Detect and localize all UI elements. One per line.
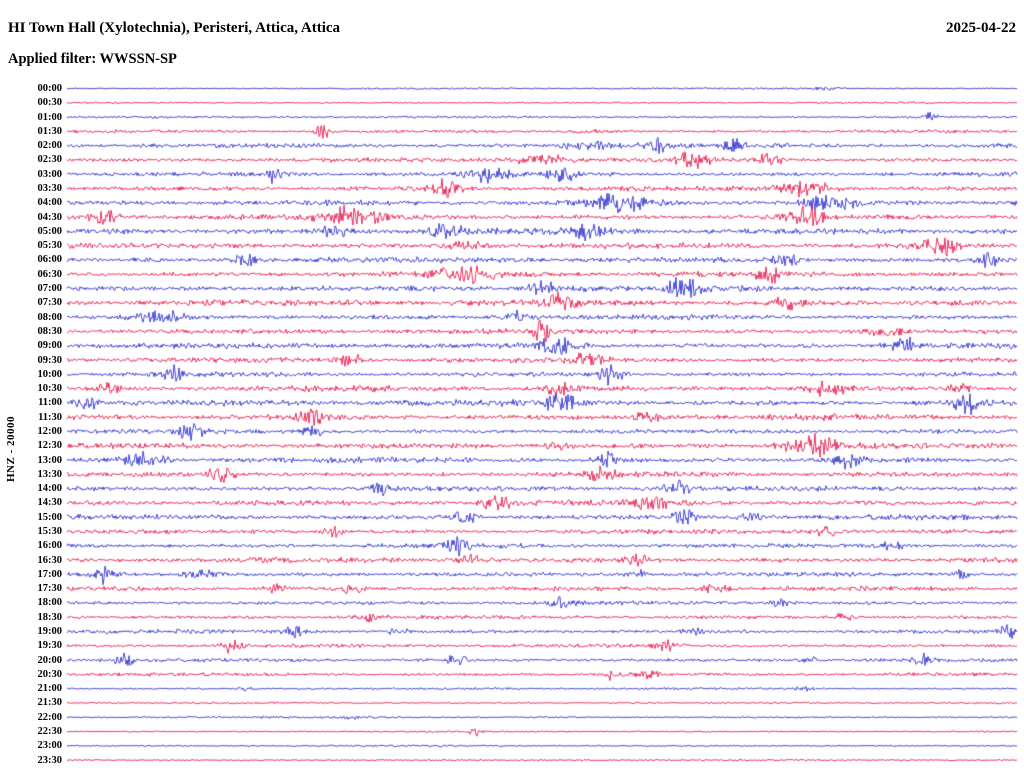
time-label: 02:30 xyxy=(37,154,63,166)
time-label: 11:30 xyxy=(38,411,62,423)
time-label: 22:00 xyxy=(37,711,63,723)
time-label: 17:00 xyxy=(37,568,63,580)
time-label: 13:30 xyxy=(37,468,63,480)
time-label: 03:30 xyxy=(37,183,63,195)
time-label: 04:30 xyxy=(37,211,63,223)
time-label: 15:30 xyxy=(37,525,63,537)
time-label: 09:00 xyxy=(37,340,63,352)
time-label: 21:30 xyxy=(37,697,63,709)
time-label: 08:00 xyxy=(37,311,63,323)
time-label: 01:00 xyxy=(37,111,63,123)
time-label: 08:30 xyxy=(37,325,63,337)
time-label: 05:30 xyxy=(37,240,63,252)
time-label: 10:30 xyxy=(37,383,63,395)
time-label: 07:00 xyxy=(37,283,63,295)
time-label: 13:00 xyxy=(37,454,63,466)
time-label: 06:30 xyxy=(37,268,63,280)
time-label: 20:00 xyxy=(37,654,63,666)
time-label: 19:00 xyxy=(37,626,63,638)
time-label: 18:00 xyxy=(37,597,63,609)
time-label-column: 00:00 00:30 01:00 01:30 02:00 02:30 03:00 03:30… xyxy=(0,0,64,780)
time-label: 16:30 xyxy=(37,554,63,566)
time-label: 12:30 xyxy=(37,440,63,452)
time-label: 23:00 xyxy=(37,740,63,752)
time-label: 14:30 xyxy=(37,497,63,509)
time-label: 02:00 xyxy=(37,140,63,152)
time-label: 00:00 xyxy=(37,83,63,94)
time-label: 01:30 xyxy=(37,125,63,137)
time-label: 11:00 xyxy=(38,397,62,409)
time-label: 20:30 xyxy=(37,668,63,680)
time-label: 06:00 xyxy=(37,254,63,266)
time-label: 22:30 xyxy=(37,726,63,738)
time-label: 21:00 xyxy=(37,683,63,695)
time-label: 05:00 xyxy=(37,225,63,237)
time-label: 12:00 xyxy=(37,425,63,437)
time-label: 19:30 xyxy=(37,640,63,652)
time-label: 14:00 xyxy=(37,483,63,495)
time-label: 16:00 xyxy=(37,540,63,552)
time-label: 07:30 xyxy=(37,297,63,309)
time-label: 23:30 xyxy=(37,754,63,766)
time-label: 15:00 xyxy=(37,511,63,523)
time-label: 09:30 xyxy=(37,354,63,366)
time-label: 10:00 xyxy=(37,368,63,380)
time-label: 00:30 xyxy=(37,97,63,109)
time-label: 04:00 xyxy=(37,197,63,209)
time-label: 18:30 xyxy=(37,611,63,623)
time-label: 17:30 xyxy=(37,583,63,595)
time-label: 03:00 xyxy=(37,168,63,180)
